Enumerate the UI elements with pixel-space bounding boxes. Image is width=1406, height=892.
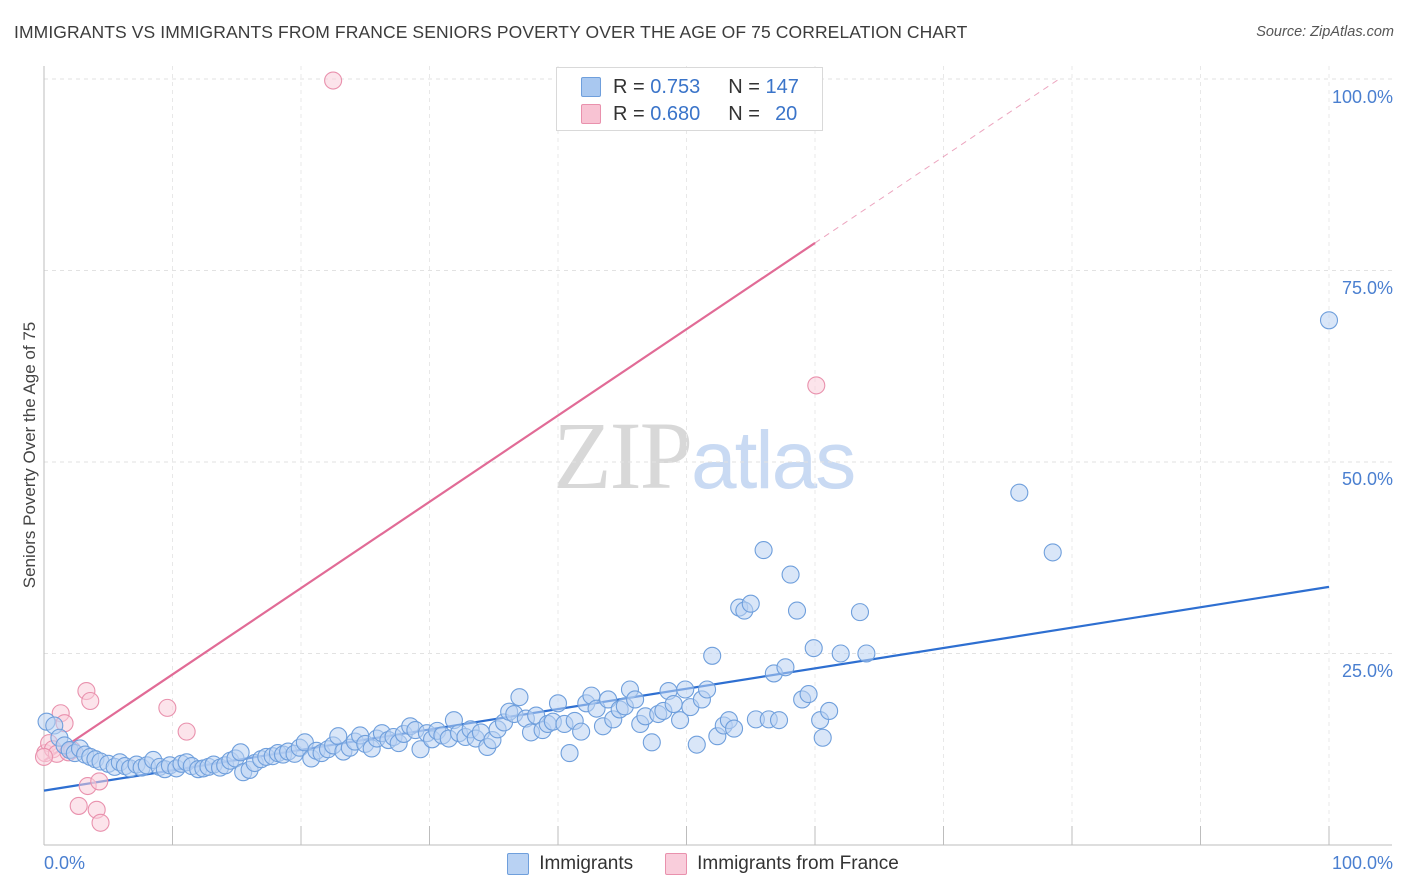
point-immigrants [231, 743, 250, 762]
point-immigrants [664, 695, 683, 714]
x-tick-label: 100.0% [1332, 853, 1393, 873]
point-immigrants [676, 680, 695, 699]
point-immigrants [857, 644, 876, 663]
legend-item-immigrants[interactable]: Immigrants [507, 853, 633, 875]
watermark-atlas: atlas [691, 415, 856, 506]
watermark-zip: ZIP [553, 402, 693, 509]
point-france [91, 813, 110, 832]
point-immigrants [599, 690, 618, 709]
point-immigrants [724, 719, 744, 738]
correlation-legend: R = 0.753 N = 147 R = 0.680 N = 20 [556, 67, 823, 131]
legend-row-immigrants: R = 0.753 N = 147 [581, 74, 799, 100]
data-points [34, 71, 1339, 832]
y-tick-label: 25.0% [1342, 661, 1393, 681]
source-credit: Source: ZipAtlas.com [1256, 24, 1394, 40]
point-france [177, 722, 196, 741]
legend-swatch-france [665, 853, 688, 875]
point-france [90, 772, 109, 791]
legend-n-value: 20 [775, 102, 798, 125]
point-france [324, 71, 343, 90]
legend-n-value: 147 [765, 75, 799, 98]
series-legend: Immigrants Immigrants from France [0, 850, 1406, 878]
point-immigrants [820, 701, 839, 721]
point-immigrants [769, 711, 789, 730]
legend-r-label: R = [613, 75, 645, 98]
legend-swatch-immigrants [507, 853, 530, 875]
point-france [34, 747, 54, 766]
y-tick-label: 50.0% [1342, 469, 1393, 489]
point-immigrants [411, 740, 430, 759]
legend-swatch-immigrants [581, 77, 601, 97]
point-immigrants [642, 733, 661, 752]
point-france [81, 691, 100, 711]
legend-r-value: 0.753 [650, 75, 701, 98]
chart-title: IMMIGRANTS VS IMMIGRANTS FROM FRANCE SEN… [14, 22, 968, 42]
watermark: ZIPatlas [553, 400, 856, 511]
point-immigrants [741, 594, 760, 613]
point-immigrants [813, 728, 832, 747]
point-immigrants [698, 680, 717, 699]
point-immigrants [548, 694, 568, 713]
point-france [158, 698, 177, 717]
point-immigrants [831, 644, 850, 663]
legend-r-value: 0.680 [650, 102, 701, 125]
point-immigrants [1043, 543, 1062, 562]
point-immigrants [687, 735, 706, 754]
point-immigrants [850, 603, 870, 622]
point-immigrants [1010, 483, 1029, 502]
trend-line-france-extension [814, 78, 1060, 244]
point-immigrants [572, 722, 591, 741]
tick-labels: 25.0% 50.0% 75.0% 100.0% 0.0% 100.0% [44, 87, 1393, 873]
point-immigrants [754, 541, 773, 560]
y-tick-label: 100.0% [1332, 87, 1393, 107]
point-immigrants [1319, 311, 1339, 330]
legend-label-immigrants: Immigrants [539, 853, 634, 874]
legend-item-france[interactable]: Immigrants from France [665, 853, 899, 875]
legend-label-france: Immigrants from France [697, 853, 899, 874]
point-france [69, 796, 88, 815]
point-immigrants [781, 565, 800, 584]
point-immigrants [703, 646, 722, 665]
legend-row-france: R = 0.680 N = 20 [581, 101, 797, 127]
legend-n-label: N = [728, 75, 760, 98]
y-tick-label: 75.0% [1342, 278, 1393, 298]
legend-r-label: R = [613, 102, 645, 125]
point-immigrants [787, 601, 807, 620]
legend-n-label: N = [728, 102, 760, 125]
point-france [807, 376, 826, 395]
trend-line-france [43, 242, 816, 762]
point-immigrants [560, 744, 579, 763]
legend-swatch-france [581, 104, 601, 124]
point-immigrants [776, 658, 795, 677]
x-tick-label: 0.0% [44, 853, 85, 873]
point-immigrants [510, 688, 529, 707]
point-immigrants [626, 690, 645, 709]
point-immigrants [671, 711, 690, 730]
point-immigrants [799, 685, 818, 704]
point-immigrants [804, 639, 823, 658]
